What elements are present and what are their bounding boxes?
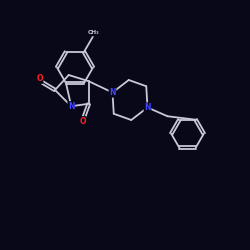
Text: O: O: [79, 117, 86, 126]
Text: CH₃: CH₃: [88, 30, 100, 35]
Text: O: O: [36, 74, 43, 83]
Text: N: N: [144, 103, 151, 112]
Text: N: N: [68, 102, 74, 111]
Text: N: N: [109, 88, 116, 97]
